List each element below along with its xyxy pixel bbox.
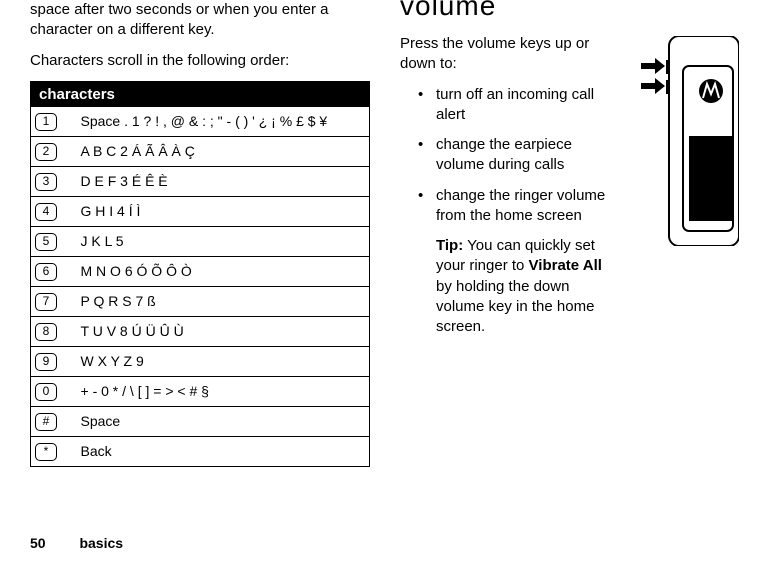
section-name: basics (79, 535, 123, 551)
key-cell: # (31, 406, 77, 436)
page-footer: 50 basics (30, 535, 123, 551)
tip-label: Tip: (436, 237, 463, 254)
keycap-icon: 3 (35, 173, 57, 191)
list-item: change the earpiece volume during calls (436, 135, 610, 176)
key-cell: 7 (31, 286, 77, 316)
keycap-icon: 7 (35, 293, 57, 311)
volume-bullets: turn off an incoming call alert change th… (400, 85, 610, 227)
table-row: 1 Space . 1 ? ! , @ & : ; " - ( ) ' ¿ ¡ %… (31, 107, 370, 137)
page-number: 50 (30, 535, 46, 551)
key-cell: 5 (31, 226, 77, 256)
tip-bold: Vibrate All (529, 257, 602, 274)
volume-intro: Press the volume keys up or down to: (400, 34, 610, 75)
key-cell: 4 (31, 196, 77, 226)
keycap-icon: 6 (35, 263, 57, 281)
keycap-icon: * (35, 443, 57, 461)
list-item: change the ringer volume from the home s… (436, 186, 610, 227)
key-cell: 6 (31, 256, 77, 286)
chars-cell: D E F 3 É Ê È (77, 166, 370, 196)
table-row: 8 T U V 8 Ú Ü Û Ù (31, 316, 370, 346)
chars-cell: Space . 1 ? ! , @ & : ; " - ( ) ' ¿ ¡ % … (77, 107, 370, 137)
arrow-up-icon (641, 58, 665, 74)
table-row: 6 M N O 6 Ó Õ Ô Ò (31, 256, 370, 286)
volume-tip: Tip: You can quickly set your ringer to … (400, 236, 610, 337)
table-row: * Back (31, 436, 370, 466)
chars-cell: A B C 2 Á Ã Â À Ç (77, 136, 370, 166)
list-item: turn off an incoming call alert (436, 85, 610, 126)
key-cell: 0 (31, 376, 77, 406)
keycap-icon: 4 (35, 203, 57, 221)
table-row: 3 D E F 3 É Ê È (31, 166, 370, 196)
chars-cell: Back (77, 436, 370, 466)
keycap-icon: 0 (35, 383, 57, 401)
table-row: 9 W X Y Z 9 (31, 346, 370, 376)
chars-cell: + - 0 * / \ [ ] = > < # § (77, 376, 370, 406)
chars-cell: J K L 5 (77, 226, 370, 256)
table-row: 5 J K L 5 (31, 226, 370, 256)
keycap-icon: 5 (35, 233, 57, 251)
phone-illustration (639, 36, 739, 246)
chars-cell: G H I 4 Í Ì (77, 196, 370, 226)
table-row: 4 G H I 4 Í Ì (31, 196, 370, 226)
intro-para-2: Characters scroll in the following order… (30, 51, 370, 71)
keycap-icon: 1 (35, 113, 57, 131)
chars-cell: W X Y Z 9 (77, 346, 370, 376)
chars-cell: M N O 6 Ó Õ Ô Ò (77, 256, 370, 286)
chars-cell: Space (77, 406, 370, 436)
key-cell: 8 (31, 316, 77, 346)
characters-table: characters 1 Space . 1 ? ! , @ & : ; " - … (30, 81, 370, 467)
table-header: characters (31, 81, 370, 107)
table-row: 2 A B C 2 Á Ã Â À Ç (31, 136, 370, 166)
arrow-down-icon (641, 78, 665, 94)
table-row: 0 + - 0 * / \ [ ] = > < # § (31, 376, 370, 406)
chars-cell: T U V 8 Ú Ü Û Ù (77, 316, 370, 346)
chars-cell: P Q R S 7 ß (77, 286, 370, 316)
key-cell: 9 (31, 346, 77, 376)
table-row: # Space (31, 406, 370, 436)
intro-para-1: space after two seconds or when you ente… (30, 0, 370, 41)
keycap-icon: # (35, 413, 57, 431)
keycap-icon: 8 (35, 323, 57, 341)
key-cell: 2 (31, 136, 77, 166)
key-cell: * (31, 436, 77, 466)
keycap-icon: 2 (35, 143, 57, 161)
key-cell: 3 (31, 166, 77, 196)
tip-post: by holding the down volume key in the ho… (436, 278, 594, 336)
key-cell: 1 (31, 107, 77, 137)
volume-heading: volume (400, 0, 729, 22)
table-row: 7 P Q R S 7 ß (31, 286, 370, 316)
keycap-icon: 9 (35, 353, 57, 371)
